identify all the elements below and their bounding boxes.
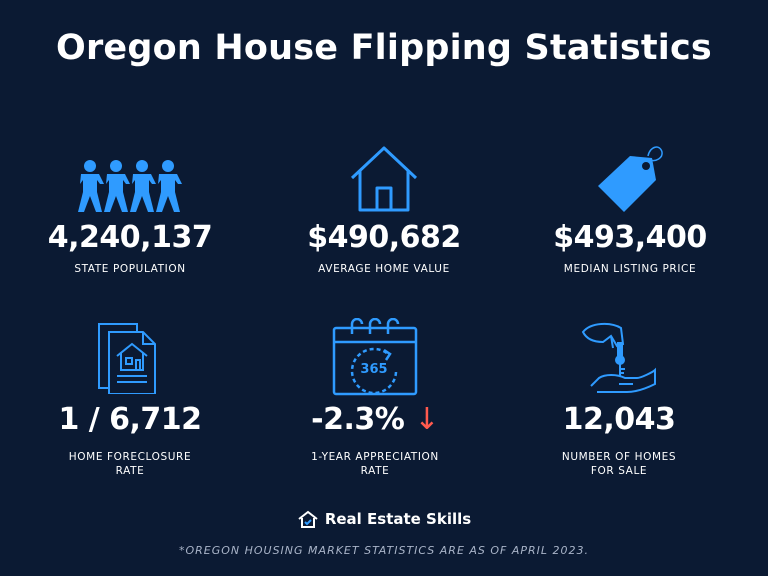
brand-logo: Real Estate Skills xyxy=(0,510,768,528)
house-icon xyxy=(256,144,512,214)
stat-label: MEDIAN LISTING PRICE xyxy=(563,263,697,275)
stat-label: AVERAGE HOME VALUE xyxy=(318,263,450,275)
stat-value: $490,682 xyxy=(307,220,461,255)
footnote: *OREGON HOUSING MARKET STATISTICS ARE AS… xyxy=(178,544,590,557)
hand-key-icon xyxy=(491,318,747,398)
stat-value: $493,400 xyxy=(553,220,707,255)
stat-average-home-value: $490,682 AVERAGE HOME VALUE xyxy=(256,140,512,280)
stat-label-line: NUMBER OF HOMES xyxy=(561,451,677,463)
people-icon xyxy=(2,158,258,214)
stat-label-line: RATE xyxy=(360,465,390,477)
stat-value: 4,240,137 xyxy=(47,220,213,255)
brand-name: Real Estate Skills xyxy=(324,510,472,528)
house-logo-icon xyxy=(297,510,319,528)
price-tag-icon xyxy=(502,142,758,214)
document-house-icon xyxy=(2,318,258,394)
stat-median-listing-price: $493,400 MEDIAN LISTING PRICE xyxy=(502,140,758,280)
stat-label-line: 1-YEAR APPRECIATION xyxy=(311,451,439,463)
stat-label: STATE POPULATION xyxy=(74,263,186,275)
stat-label-line: HOME FORECLOSURE xyxy=(68,451,192,463)
stat-label-line: FOR SALE xyxy=(590,465,648,477)
stat-appreciation-rate: 365 -2.3% ↓ 1-YEAR APPRECIATION RATE xyxy=(247,318,503,478)
stat-label: 1-YEAR APPRECIATION RATE xyxy=(247,450,503,478)
stat-label-line: RATE xyxy=(115,465,145,477)
calendar-365-icon: 365 xyxy=(247,318,503,398)
stat-home-foreclosure-rate: 1 / 6,712 HOME FORECLOSURE RATE xyxy=(2,318,258,478)
stat-state-population: 4,240,137 STATE POPULATION xyxy=(2,150,258,280)
stat-value-number: -2.3% xyxy=(311,402,405,437)
stat-label: HOME FORECLOSURE RATE xyxy=(2,450,258,478)
stat-value: -2.3% ↓ xyxy=(247,402,503,437)
stat-value: 12,043 xyxy=(562,402,676,437)
calendar-365-text: 365 xyxy=(360,362,387,377)
down-arrow-icon: ↓ xyxy=(414,402,439,437)
stat-homes-for-sale: 12,043 NUMBER OF HOMES FOR SALE xyxy=(491,318,747,478)
stat-label: NUMBER OF HOMES FOR SALE xyxy=(491,450,747,478)
stat-value: 1 / 6,712 xyxy=(58,402,202,437)
page-title: Oregon House Flipping Statistics xyxy=(56,28,712,68)
